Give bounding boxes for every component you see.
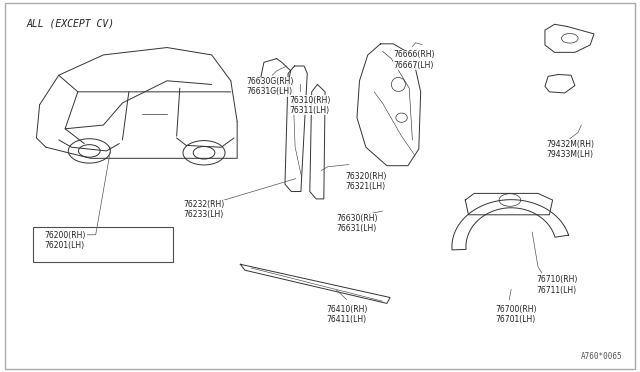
Text: 76310(RH)
76311(LH): 76310(RH) 76311(LH) [289,96,331,115]
Text: 76666(RH)
76667(LH): 76666(RH) 76667(LH) [394,50,435,70]
Text: 76232(RH)
76233(LH): 76232(RH) 76233(LH) [183,200,224,219]
Text: 76200(RH)
76201(LH): 76200(RH) 76201(LH) [45,231,86,250]
Text: 76710(RH)
76711(LH): 76710(RH) 76711(LH) [537,275,578,295]
Text: 76630(RH)
76631(LH): 76630(RH) 76631(LH) [336,214,378,233]
Text: 79432M(RH)
79433M(LH): 79432M(RH) 79433M(LH) [546,140,594,159]
Text: 76700(RH)
76701(LH): 76700(RH) 76701(LH) [495,305,537,324]
Text: ALL (EXCEPT CV): ALL (EXCEPT CV) [27,18,115,28]
FancyBboxPatch shape [33,227,173,262]
Text: 76320(RH)
76321(LH): 76320(RH) 76321(LH) [346,172,387,191]
Text: 76630G(RH)
76631G(LH): 76630G(RH) 76631G(LH) [246,77,294,96]
Text: 76410(RH)
76411(LH): 76410(RH) 76411(LH) [326,305,368,324]
Text: A760*0065: A760*0065 [581,352,623,361]
